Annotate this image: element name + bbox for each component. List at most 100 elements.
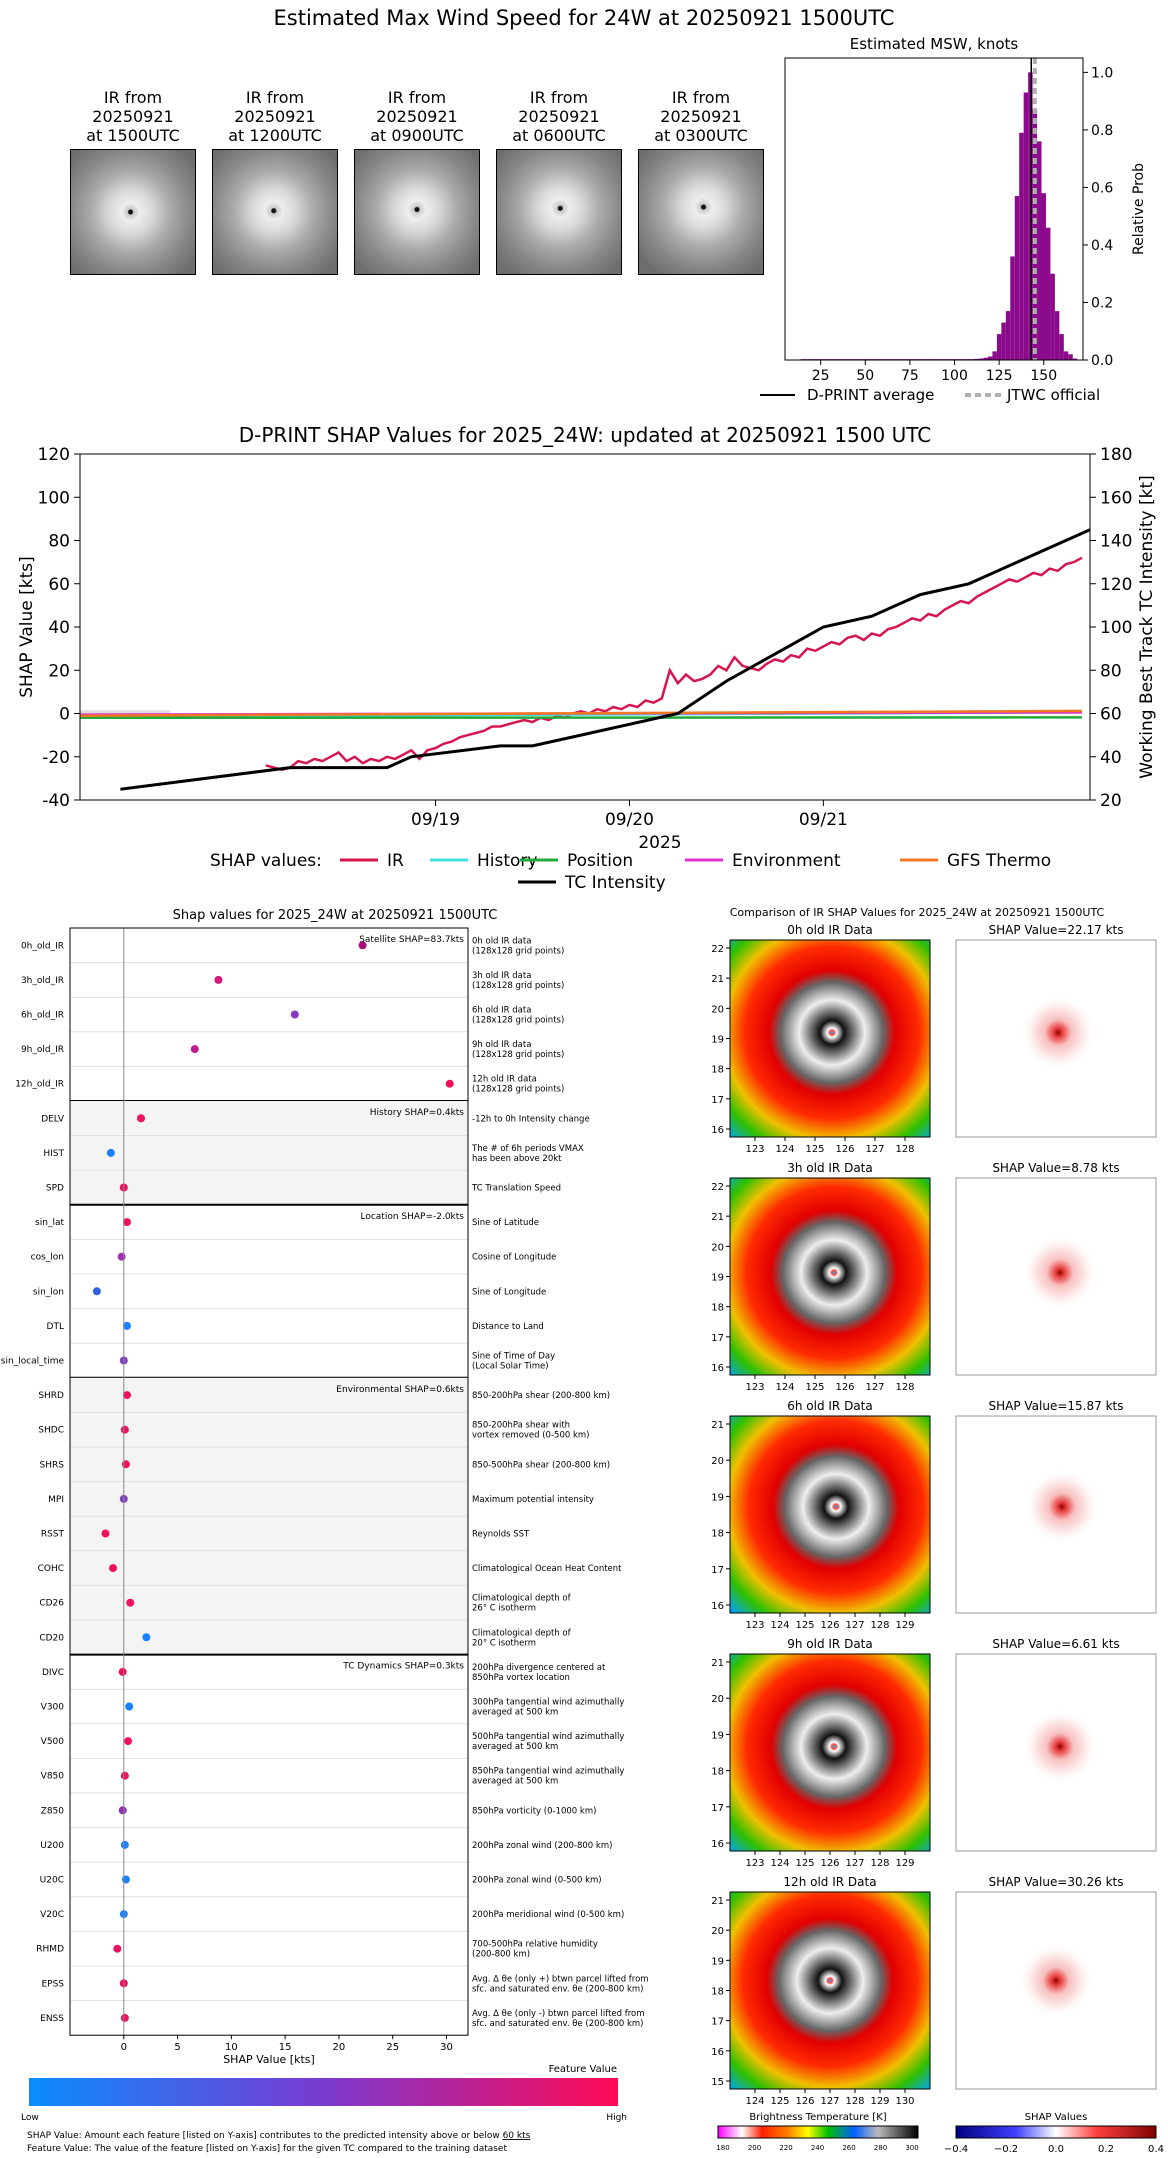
ir-thumbnail-caption: IR from [387,88,447,107]
bt-colorbar-tick: 200 [748,2144,761,2152]
y2-tick-label: 60 [1100,705,1122,725]
shap-point [118,1667,127,1676]
shap-hotspot [1024,1468,1100,1545]
histogram-bar [1032,109,1038,361]
feature-description: 200hPa zonal wind (200-800 km) [472,1841,612,1851]
shap-point [123,1218,132,1227]
ir-lat-label: 19 [711,1956,724,1967]
shap-panel-title: SHAP Value=6.61 kts [992,1637,1119,1651]
ir-thumbnail-image [354,149,480,275]
feature-label: 3h_old_IR [21,976,64,986]
y-tick-label: 120 [38,445,70,465]
histogram-bar [992,351,997,360]
feature-description: 6h old IR data [472,1006,531,1016]
feature-description: 20° C isotherm [472,1638,536,1648]
feature-label: SPD [46,1184,64,1194]
legend-official-label: JTWC official [1006,386,1100,404]
x-tick-label: 25 [386,2042,399,2053]
ir-thumbnail-image [70,149,196,275]
histogram-bar [1014,196,1020,360]
x-tick-label: 25 [812,368,830,384]
shap-colorbar-tick: 0.0 [1048,2144,1064,2155]
ir-lon-label: 127 [865,1144,884,1155]
y-tick-label: 40 [48,618,70,638]
feature-description: 850-500hPa shear (200-800 km) [472,1460,610,1470]
ir-lon-label: 128 [870,1858,889,1869]
histogram-bar [1041,193,1046,360]
shap-point [121,1460,130,1469]
ir-thumbnail-caption: 20250921 [376,107,458,126]
shap-hotspot [1020,994,1096,1071]
shap-point [445,1079,454,1088]
feature-description: 850-200hPa shear with [472,1421,570,1431]
bt-colorbar-tick: 180 [716,2144,729,2152]
feature-label: DTL [47,1322,64,1332]
feature-label: sin_lon [33,1287,64,1297]
ir-lon-label: 125 [770,2096,789,2107]
colorbar-low-label: Low [21,2113,39,2123]
ir-lon-label: 129 [870,2096,889,2107]
ir-lon-label: 125 [805,1382,824,1393]
feature-description: Climatological depth of [472,1628,572,1638]
ir-thumbnail-caption: IR from [671,88,731,107]
bt-colorbar-tick: 240 [811,2144,824,2152]
shap-point [113,1944,122,1953]
ir-thumbnail-caption: at 0300UTC [654,126,748,145]
y-tick-label: 0.4 [1091,238,1113,254]
shap-hotspot [1022,1234,1098,1311]
group-title: History SHAP=0.4kts [370,1108,465,1118]
ir-lon-label: 128 [895,1144,914,1155]
legend-label: Environment [732,851,841,871]
y2-tick-label: 140 [1100,532,1132,552]
ir-lat-label: 21 [711,1658,724,1669]
ir-thumbnail-caption: IR from [103,88,163,107]
histogram-bar [983,357,988,360]
ir-image-panel [729,1177,931,1376]
shap-panel-title: SHAP Value=22.17 kts [989,923,1124,937]
ir-thumbnail: IR from 20250921 at 1500UTC [60,88,206,275]
ir-lon-label: 126 [835,1382,854,1393]
series-line-tc-intensity [120,528,1091,791]
ir-lat-label: 20 [711,1456,724,1467]
y-tick-label: 0.0 [1091,353,1113,369]
shap-point [124,1737,133,1746]
shap-point [125,1702,134,1711]
x-tick-label: 75 [901,368,919,384]
feature-label: V20C [40,1910,64,1920]
feature-description: vortex removed (0-500 km) [472,1431,589,1441]
shap-point [118,1806,127,1815]
y-tick-label: 100 [38,488,70,508]
feature-description: 850hPa tangential wind azimuthally [472,1767,624,1777]
ir-lat-label: 16 [711,1125,724,1136]
x-tick-label: 20 [333,2042,346,2053]
ir-thumbnail: IR from 20250921 at 0900UTC [344,88,490,275]
feature-description: 200hPa zonal wind (0-500 km) [472,1876,602,1886]
shap-point [120,1771,129,1780]
ir-lat-label: 20 [711,1242,724,1253]
y-tick-label: 0 [59,705,70,725]
histogram-bar [1072,358,1078,360]
feature-description: (128x128 grid points) [472,1050,564,1060]
ir-lon-label: 129 [895,1858,914,1869]
histogram-bar [996,334,1002,360]
legend-label: History [477,851,537,871]
feature-description: sfc. and saturated env. θe (200-800 km) [472,1984,644,1994]
feature-label: sin_lat [35,1218,64,1228]
ir-lat-label: 19 [711,1492,724,1503]
ir-thumbnail-caption: at 0600UTC [512,126,606,145]
shap-panel-title: SHAP Value=15.87 kts [989,1399,1124,1413]
y-axis-label: Relative Prob [1131,163,1147,255]
feature-label: SHRS [40,1460,65,1470]
ir-lat-label: 18 [711,1529,724,1540]
ir-lat-label: 20 [711,1694,724,1705]
x-tick-label: 5 [174,2042,180,2053]
ir-thumbnail: IR from 20250921 at 0600UTC [486,88,632,275]
shap-hotspot [1018,1942,1094,2019]
feature-description: Maximum potential intensity [472,1495,594,1505]
y2-tick-label: 120 [1100,575,1132,595]
shap-timeseries-chart: D-PRINT SHAP Values for 2025_24W: update… [17,423,1157,893]
ir-shap-comparison: Comparison of IR SHAP Values for 2025_24… [711,906,1164,2155]
feature-description: averaged at 500 km [472,1777,558,1787]
ir-lon-label: 125 [795,1620,814,1631]
feature-label: 12h_old_IR [15,1080,64,1090]
